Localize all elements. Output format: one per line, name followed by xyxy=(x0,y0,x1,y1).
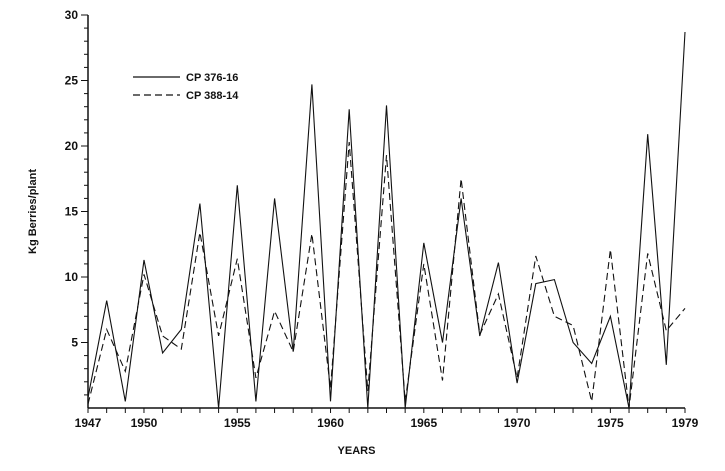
x-tick-label: 1979 xyxy=(672,416,699,430)
x-tick-label: 1955 xyxy=(224,416,251,430)
axes: 5 10 15 20 25 30 1947 1950 1955 1960 1965 1970 1975 1… xyxy=(65,8,699,430)
x-tick-label: 1960 xyxy=(317,416,344,430)
x-tick-label: 1975 xyxy=(597,416,624,430)
y-axis-title: Kg Berries/plant xyxy=(27,169,39,254)
y-tick-label: 20 xyxy=(65,139,79,153)
y-tick-label: 25 xyxy=(65,74,79,88)
series-line-2 xyxy=(87,142,686,409)
series-line-1 xyxy=(87,31,686,409)
legend-label: CP 388-14 xyxy=(186,90,239,102)
legend-label: CP 376-16 xyxy=(186,72,238,84)
legend: CP 376-16 CP 388-14 xyxy=(133,72,239,102)
y-tick-label: 15 xyxy=(65,205,79,219)
y-tick-label: 10 xyxy=(65,270,79,284)
x-tick-label: 1950 xyxy=(131,416,158,430)
x-axis-title: YEARS xyxy=(338,445,376,457)
y-tick-label: 30 xyxy=(65,8,79,22)
x-tick-label: 1947 xyxy=(75,416,102,430)
x-tick-label: 1970 xyxy=(504,416,531,430)
y-tick-label: 5 xyxy=(71,336,78,350)
x-tick-label: 1965 xyxy=(410,416,437,430)
series-lines xyxy=(87,31,686,409)
